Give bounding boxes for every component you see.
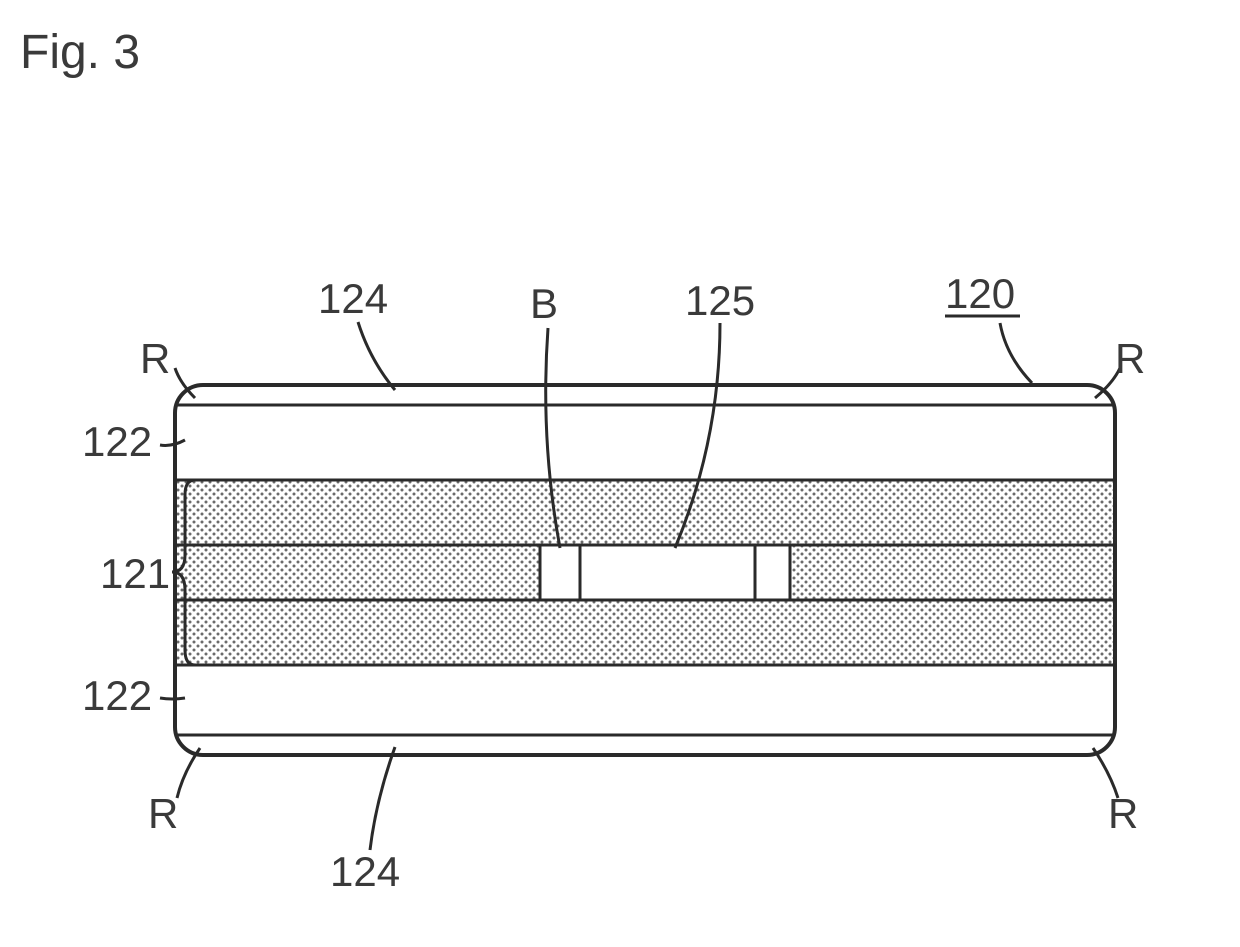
diagram-svg: [0, 0, 1240, 947]
leader-124t: [358, 322, 395, 390]
feature-125: [580, 545, 755, 600]
label-B: B: [530, 280, 558, 328]
label-121: 121: [100, 550, 170, 598]
label-120: 120: [945, 270, 1015, 318]
label-124-bot: 124: [330, 848, 400, 896]
label-R-tl: R: [140, 335, 170, 383]
layer-stack: [175, 385, 1115, 755]
label-122-bot: 122: [82, 672, 152, 720]
label-R-bl: R: [148, 790, 178, 838]
label-R-tr: R: [1115, 335, 1145, 383]
leader-122b: [160, 698, 185, 699]
label-125: 125: [685, 277, 755, 325]
leader-124b: [370, 747, 395, 850]
leader-120: [1000, 323, 1032, 383]
label-R-br: R: [1108, 790, 1138, 838]
feature-gap: [755, 545, 790, 600]
label-122-top: 122: [82, 418, 152, 466]
feature-B: [540, 545, 580, 600]
leader-R-bl: [177, 748, 200, 798]
label-124-top: 124: [318, 275, 388, 323]
